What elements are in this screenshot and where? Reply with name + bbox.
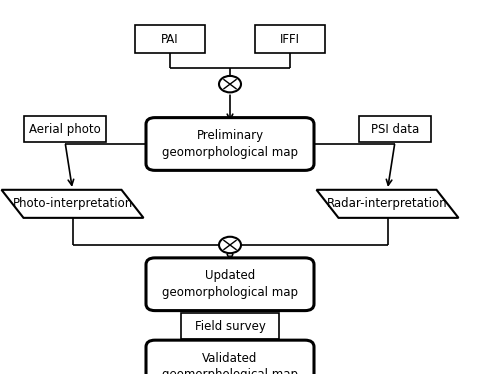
Text: IFFI: IFFI: [280, 33, 300, 46]
FancyBboxPatch shape: [146, 258, 314, 310]
FancyBboxPatch shape: [146, 117, 314, 171]
FancyBboxPatch shape: [135, 25, 205, 53]
Text: PAI: PAI: [161, 33, 179, 46]
Text: Updated
geomorphological map: Updated geomorphological map: [162, 270, 298, 299]
Text: Photo-interpretation: Photo-interpretation: [12, 197, 132, 210]
Polygon shape: [316, 190, 458, 218]
Circle shape: [219, 76, 241, 92]
FancyBboxPatch shape: [255, 25, 325, 53]
Text: Aerial photo: Aerial photo: [29, 123, 101, 135]
Text: Field survey: Field survey: [194, 320, 266, 332]
Text: Preliminary
geomorphological map: Preliminary geomorphological map: [162, 129, 298, 159]
FancyBboxPatch shape: [182, 313, 279, 339]
Polygon shape: [2, 190, 144, 218]
FancyBboxPatch shape: [146, 340, 314, 374]
Circle shape: [219, 237, 241, 253]
Text: Radar-interpretation: Radar-interpretation: [327, 197, 448, 210]
FancyBboxPatch shape: [24, 116, 106, 142]
Text: Validated
geomorphological map: Validated geomorphological map: [162, 352, 298, 374]
Text: PSI data: PSI data: [371, 123, 419, 135]
FancyBboxPatch shape: [359, 116, 431, 142]
